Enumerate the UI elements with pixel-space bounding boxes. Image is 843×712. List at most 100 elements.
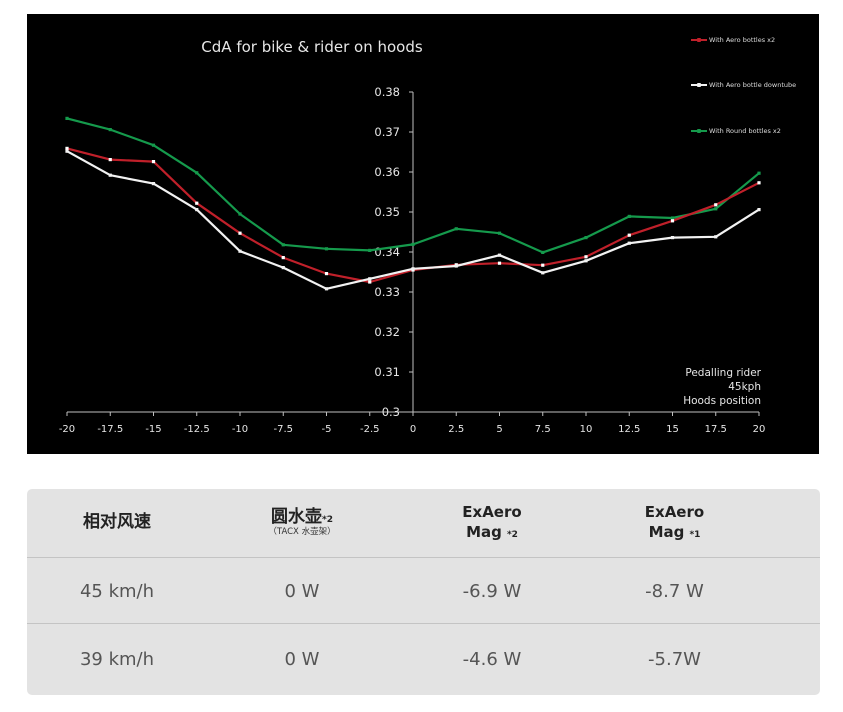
data-point xyxy=(670,219,675,223)
x-tick-label: 0 xyxy=(410,424,416,435)
data-point xyxy=(714,207,718,211)
data-point xyxy=(368,277,372,281)
data-point xyxy=(151,143,156,147)
legend-label: With Aero bottles x2 xyxy=(709,36,776,44)
table-cell-exaero-x1: -5.7W xyxy=(648,649,701,670)
data-point xyxy=(281,256,285,260)
data-point xyxy=(714,203,718,207)
header-round-bottle: 圆水壶*2 （TACX 水壶架） xyxy=(207,489,397,556)
header-footnote-mark: *2 xyxy=(506,530,518,540)
data-point xyxy=(541,271,545,275)
x-tick-label: -15 xyxy=(145,424,161,435)
y-tick-label: 0.35 xyxy=(374,205,400,219)
legend-swatch-green xyxy=(691,129,707,133)
header-exaero-mag-x1: ExAero Mag *1 xyxy=(587,489,762,556)
data-point xyxy=(368,280,372,284)
chart-annotation: Pedalling rider 45kph Hoods position xyxy=(627,366,761,408)
data-point xyxy=(497,231,502,235)
table-cell-speed: 39 km/h xyxy=(79,649,155,670)
y-tick-label: 0.36 xyxy=(374,165,400,179)
cda-line-chart: 0.380.370.360.350.340.330.320.310.3-20 -1… xyxy=(59,85,766,435)
data-point xyxy=(411,267,415,271)
data-point xyxy=(627,241,631,245)
header-label: 圆水壶 xyxy=(271,507,323,527)
x-tick-label: -12.5 xyxy=(184,424,210,435)
x-tick-label: 10 xyxy=(580,424,593,435)
y-tick-label: 0.32 xyxy=(374,325,400,339)
x-tick-label: -20 xyxy=(59,424,75,435)
x-tick-label: -17.5 xyxy=(97,424,123,435)
data-point xyxy=(627,233,631,237)
data-point xyxy=(324,247,329,251)
data-point xyxy=(541,250,545,254)
data-point xyxy=(584,255,588,259)
x-tick-label: 7.5 xyxy=(535,424,551,435)
data-point xyxy=(584,236,588,240)
data-point xyxy=(195,201,199,205)
y-tick-label: 0.31 xyxy=(374,365,400,379)
x-tick-label: 5 xyxy=(496,424,502,435)
data-point xyxy=(324,287,329,291)
table-cell-speed: 45 km/h xyxy=(79,580,155,602)
header-exaero-mag-x2: ExAero Mag *2 xyxy=(397,489,587,556)
y-tick-label: 0.37 xyxy=(374,125,400,139)
table-cell-exaero-x1: -8.7 W xyxy=(645,580,704,602)
data-point xyxy=(238,231,242,235)
header-label: ExAero xyxy=(644,503,705,521)
data-point xyxy=(281,243,285,247)
legend-swatch-red xyxy=(691,38,707,42)
legend-item-aero-bottles-x2: With Aero bottles x2 xyxy=(691,34,775,46)
data-point xyxy=(324,272,329,276)
x-tick-label: 12.5 xyxy=(618,424,640,435)
table-header-row: 相对风速 圆水壶*2 （TACX 水壶架） ExAero Mag *2 ExAe… xyxy=(27,489,820,556)
data-point xyxy=(108,128,112,132)
data-point xyxy=(454,264,458,268)
table-cell-exaero-x2: -6.9 W xyxy=(462,580,522,602)
data-point xyxy=(497,261,502,265)
data-point xyxy=(238,249,242,253)
annotation-line-rider: Pedalling rider xyxy=(685,367,761,379)
header-footnote-mark: *1 xyxy=(689,530,701,540)
data-point xyxy=(670,216,675,220)
data-point xyxy=(108,158,112,162)
chart-panel: 0.38 0.37 0.36 0.35 0.34 0.33 0.32 0.31 0.3 -20 -1… xyxy=(27,14,819,454)
x-tick-label: 15 xyxy=(666,424,679,435)
legend-label: With Round bottles x2 xyxy=(709,127,781,135)
data-point xyxy=(541,263,545,267)
chart-title: CdA for bike & rider on hoods xyxy=(201,38,423,56)
table-row: 45 km/h 0 W -6.9 W -8.7 W xyxy=(27,557,820,624)
data-point xyxy=(151,160,156,164)
data-point xyxy=(108,173,112,177)
data-point xyxy=(368,248,372,252)
x-tick-label: -7.5 xyxy=(273,424,293,435)
header-label: ExAero xyxy=(462,503,522,521)
x-tick-label: -5 xyxy=(322,424,332,435)
table-cell-round-bottle: 0 W xyxy=(284,649,320,670)
data-point xyxy=(627,214,631,218)
header-label-line2: Mag xyxy=(466,523,502,541)
data-point xyxy=(238,212,242,216)
table-cell-round-bottle: 0 W xyxy=(284,580,320,602)
data-point xyxy=(757,171,761,175)
data-point xyxy=(195,171,199,175)
x-tick-label: 2.5 xyxy=(448,424,464,435)
annotation-line-position: Hoods position xyxy=(683,395,761,407)
power-savings-table: 相对风速 圆水壶*2 （TACX 水壶架） ExAero Mag *2 ExAe… xyxy=(27,489,820,695)
data-point xyxy=(454,227,458,231)
x-tick-label: -2.5 xyxy=(360,424,380,435)
data-point xyxy=(411,242,415,246)
annotation-line-speed: 45kph xyxy=(728,381,761,393)
x-tick-label: -10 xyxy=(232,424,248,435)
legend-item-round-bottles-x2: With Round bottles x2 xyxy=(691,125,781,137)
table-row: 39 km/h 0 W -4.6 W -5.7W xyxy=(27,623,820,695)
header-relative-wind-speed: 相对风速 xyxy=(27,489,207,556)
header-label-line2: Mag xyxy=(648,523,685,541)
legend-swatch-white xyxy=(691,83,707,87)
y-tick-label: 0.38 xyxy=(374,85,400,99)
y-tick-label: 0.3 xyxy=(382,405,400,419)
data-point xyxy=(757,208,761,212)
header-footnote-mark: *2 xyxy=(322,515,333,525)
data-point xyxy=(497,253,502,257)
table-cell-exaero-x2: -4.6 W xyxy=(462,649,522,670)
legend-item-aero-bottle-downtube: With Aero bottle downtube xyxy=(691,79,796,91)
